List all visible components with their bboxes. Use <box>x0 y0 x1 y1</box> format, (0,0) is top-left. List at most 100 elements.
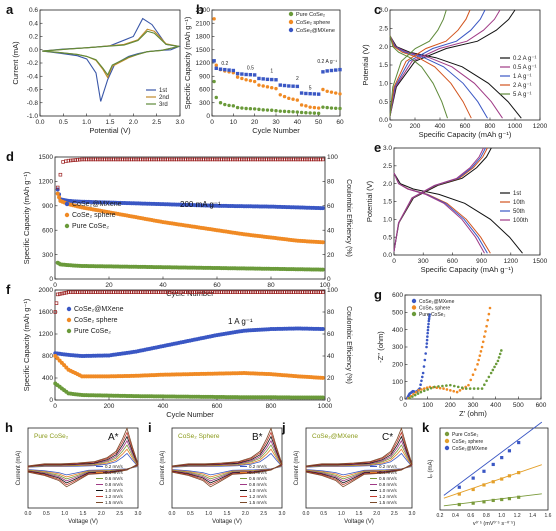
ce-point <box>316 290 321 294</box>
ce-point <box>222 157 226 162</box>
legend-marker <box>444 438 450 444</box>
y2-tick-label: 80 <box>327 179 335 186</box>
impedance-point <box>426 328 430 332</box>
ce-point <box>204 290 208 294</box>
x-tick-label: 2.0 <box>129 119 138 126</box>
cv-scan-curve <box>171 444 283 480</box>
cv-scan-curve <box>171 448 283 478</box>
ce-point <box>86 290 91 294</box>
y-tick-label: 1.0 <box>383 217 392 224</box>
y-tick-label: 0 <box>49 397 53 404</box>
x-tick-label: 800 <box>485 123 496 130</box>
impedance-point <box>472 387 476 390</box>
ce-point <box>318 290 323 294</box>
ce-point <box>107 290 111 294</box>
cv-scan-curve <box>27 444 139 480</box>
ce-point <box>145 290 150 294</box>
panel-letter-k: k <box>422 420 430 435</box>
data-point <box>212 17 216 21</box>
impedance-point <box>452 389 456 393</box>
ce-point <box>235 290 240 294</box>
data-point <box>287 84 291 88</box>
ce-point <box>183 157 188 162</box>
impedance-point <box>481 340 485 344</box>
ce-point <box>197 157 201 162</box>
ce-point <box>84 157 89 162</box>
ce-point <box>255 290 260 294</box>
ce-point <box>210 157 215 162</box>
legend-label: Pure CoSe₂ <box>72 223 109 230</box>
capacity-point <box>320 395 325 400</box>
ce-point <box>215 157 219 162</box>
ce-point <box>152 157 156 162</box>
ce-point <box>125 290 129 294</box>
panel-letter-j: j <box>281 420 286 435</box>
legend-label: 1st <box>513 191 521 197</box>
y-tick-label: 300 <box>199 100 210 107</box>
data-point <box>278 109 282 113</box>
ce-point <box>201 290 206 294</box>
x-tick-label: 0.4 <box>452 513 459 519</box>
impedance-point <box>426 331 429 335</box>
ce-point <box>89 157 93 162</box>
x-tick-label: 0 <box>53 403 57 410</box>
impedance-point <box>484 330 487 333</box>
ce-point <box>156 157 161 162</box>
ce-point <box>172 290 177 294</box>
legend-marker <box>288 27 294 33</box>
ce-point <box>54 301 59 305</box>
ce-point <box>249 290 253 294</box>
legend-marker <box>66 317 72 323</box>
x-tick-label: 1.0 <box>338 511 345 517</box>
ce-point <box>294 157 298 162</box>
data-point <box>227 68 231 72</box>
data-point <box>231 104 236 108</box>
y-tick-label: -0.4 <box>27 73 39 80</box>
x-tick-label: 300 <box>418 258 429 265</box>
impedance-point <box>445 384 448 387</box>
ce-point <box>199 157 204 162</box>
data-point <box>321 70 325 74</box>
ce-point <box>208 290 213 294</box>
legend-label: 1.2 mV/s <box>249 494 268 499</box>
legend-label: Pure CoSe₂ <box>74 328 111 335</box>
ce-point <box>291 157 296 162</box>
impedance-point <box>422 389 426 393</box>
impedance-point <box>488 306 492 310</box>
ce-point <box>62 291 66 295</box>
ce-point <box>303 290 307 294</box>
impedance-point <box>428 315 431 318</box>
legend-label: 1.5 mV/s <box>379 500 398 505</box>
y2-tick-label: 0 <box>327 276 331 283</box>
ce-point <box>93 157 98 162</box>
impedance-point <box>487 312 491 316</box>
impedance-point <box>423 358 427 362</box>
y-tick-label: -0.2 <box>27 60 39 67</box>
impedance-point <box>433 385 436 389</box>
ce-point <box>152 290 156 294</box>
legend-label: CoSe₂ sphere <box>72 212 116 219</box>
panel-title: CoSe₂ Sphere <box>178 433 220 440</box>
ce-point <box>91 290 95 294</box>
ce-point <box>296 157 300 162</box>
data-point <box>240 106 244 110</box>
data-point <box>270 86 274 90</box>
y-tick-label: 2.5 <box>383 163 392 170</box>
ce-point <box>217 290 222 294</box>
cv-scan-curve <box>305 431 413 486</box>
legend-label: 0.8 mV/s <box>379 482 398 487</box>
capacity-point <box>320 375 325 380</box>
discharge-curve <box>389 35 522 119</box>
impedance-point <box>424 352 427 355</box>
data-point <box>295 98 300 102</box>
x-tick-label: 30 <box>272 119 280 126</box>
cv-scan-curve <box>171 452 283 476</box>
rate-annotation: 1 A g⁻¹ <box>228 317 253 326</box>
data-point <box>291 97 295 101</box>
ce-point <box>127 290 131 294</box>
discharge-curve <box>393 172 491 254</box>
ce-point <box>100 290 104 294</box>
ce-point <box>237 290 242 294</box>
y-tick-label: 2.0 <box>379 44 388 51</box>
